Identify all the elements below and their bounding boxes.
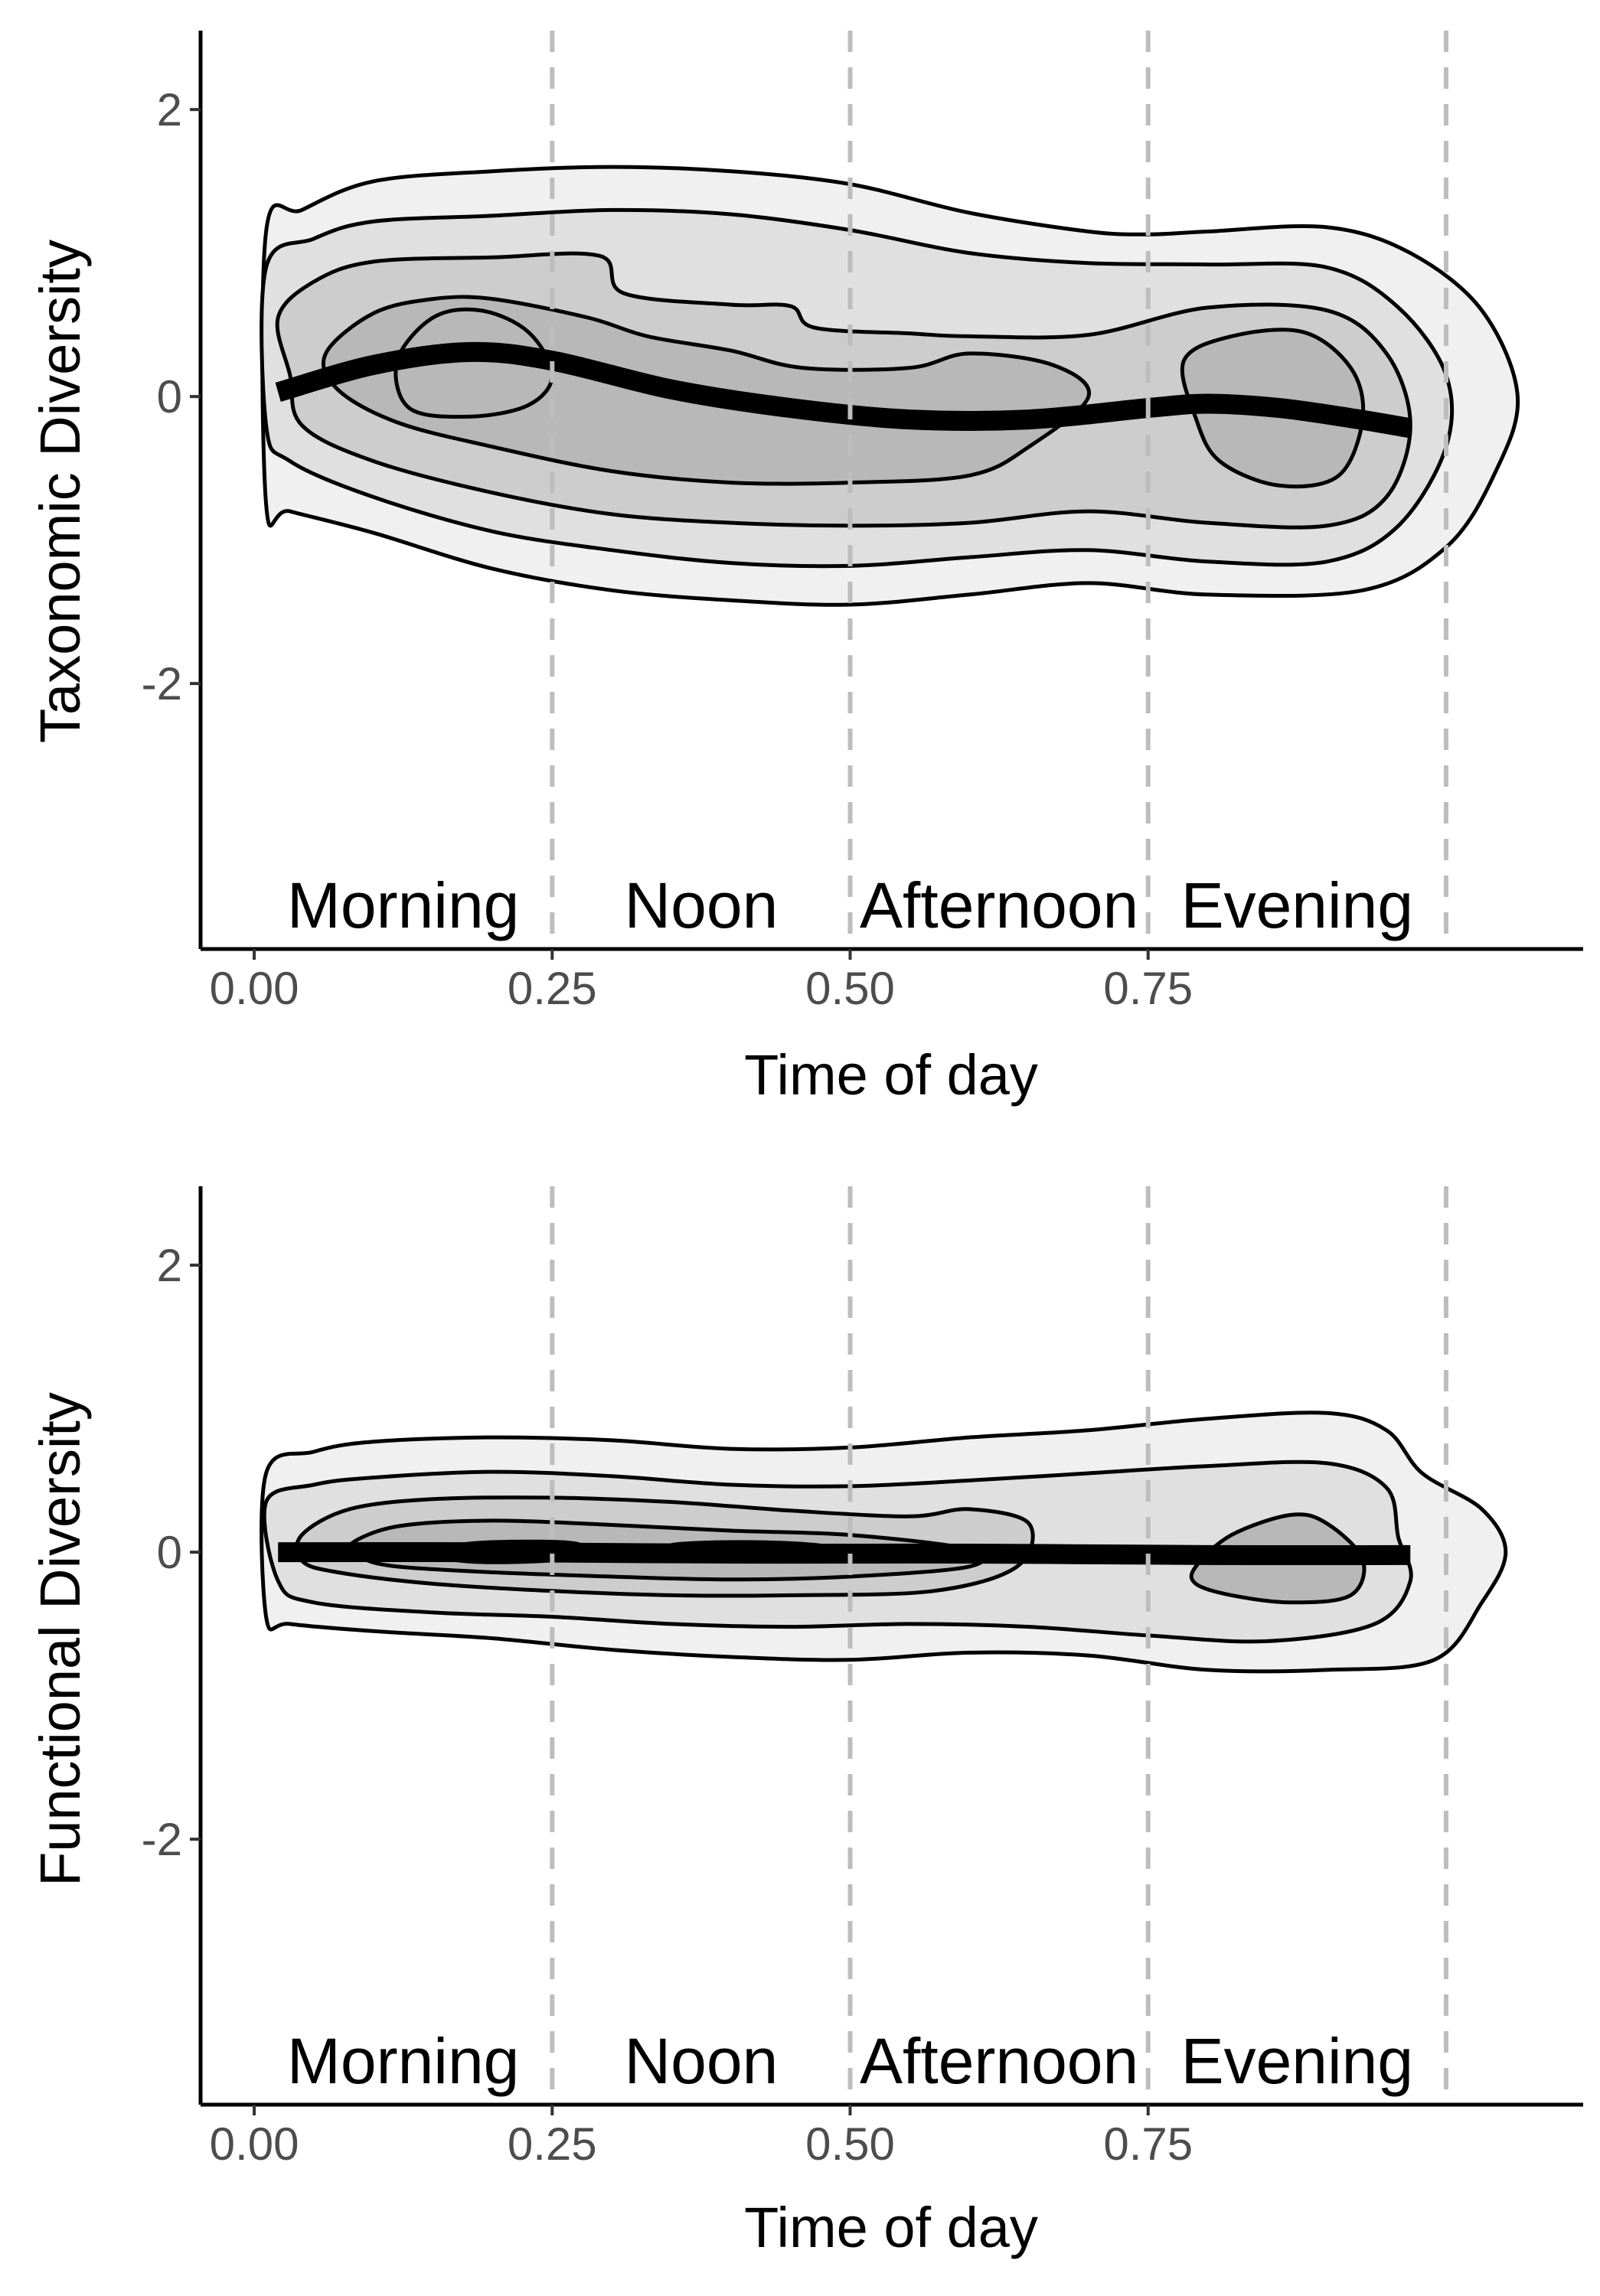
- bottom-x-tick-label: 0.25: [508, 2118, 597, 2170]
- bottom-period-label: Noon: [624, 2025, 778, 2097]
- bottom-x-tick-label: 0.75: [1103, 2118, 1193, 2170]
- bottom-axes: 0.00 0.25 0.50 0.75 2 0 -2: [142, 1186, 1583, 2170]
- top-y-tick-label: -2: [142, 658, 182, 709]
- top-period-label: Afternoon: [860, 869, 1138, 941]
- top-period-label: Evening: [1181, 869, 1414, 941]
- bottom-plot-area: Morning Noon Afternoon Evening: [260, 1186, 1508, 2105]
- bottom-period-label: Evening: [1181, 2025, 1414, 2097]
- top-x-tick-label: 0.75: [1103, 963, 1193, 1014]
- top-axes: 0.00 0.25 0.50 0.75 2 0 -2: [142, 31, 1583, 1014]
- bottom-period-label: Afternoon: [860, 2025, 1138, 2097]
- bottom-y-tick-label: 0: [157, 1527, 182, 1578]
- bottom-x-axis-title: Time of day: [744, 2196, 1038, 2259]
- bottom-x-tick-label: 0.50: [805, 2118, 895, 2170]
- bottom-x-tick-label: 0.00: [210, 2118, 299, 2170]
- top-x-tick-label: 0.25: [508, 963, 597, 1014]
- bottom-panel: Morning Noon Afternoon Evening 0.00 0.25 0.50…: [28, 1186, 1583, 2259]
- top-y-tick-label: 2: [157, 84, 182, 135]
- top-x-tick-label: 0.00: [210, 963, 299, 1014]
- bottom-y-tick-label: -2: [142, 1814, 182, 1865]
- bottom-y-tick-label: 2: [157, 1240, 182, 1291]
- top-plot-area: Morning Noon Afternoon Evening: [260, 31, 1520, 949]
- top-trend-line: [275, 341, 1412, 439]
- bottom-trend-line: [278, 1541, 1411, 1566]
- bottom-period-label: Morning: [287, 2025, 519, 2097]
- top-y-axis-title: Taxonomic Diversity: [28, 240, 92, 743]
- top-x-tick-label: 0.50: [805, 963, 895, 1014]
- top-x-axis-title: Time of day: [744, 1043, 1038, 1107]
- top-y-tick-label: 0: [157, 371, 182, 422]
- top-panel: Morning Noon Afternoon Evening 0.00 0.25 0.50…: [28, 31, 1583, 1107]
- bottom-y-axis-title: Functional Diversity: [28, 1392, 92, 1887]
- top-period-label: Morning: [287, 869, 519, 941]
- top-period-label: Noon: [624, 869, 778, 941]
